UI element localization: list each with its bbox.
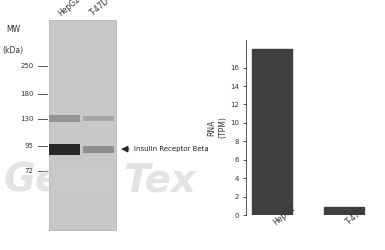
Text: 180: 180 [20,90,33,96]
Text: HepG2: HepG2 [57,0,82,18]
Text: 72: 72 [25,168,33,174]
Text: T-47D: T-47D [88,0,111,18]
Bar [83,116,114,121]
Bar [49,20,116,230]
Bar [49,144,80,155]
Bar [49,116,80,122]
Text: Insulin Receptor Beta: Insulin Receptor Beta [134,146,209,152]
Text: 250: 250 [20,63,33,69]
Text: (kDa): (kDa) [3,46,24,54]
Text: Tex: Tex [123,161,196,199]
Bar [324,207,364,215]
Text: 130: 130 [20,116,33,122]
Bar [252,49,292,215]
Bar [83,146,114,153]
Text: Gene: Gene [3,161,115,199]
Y-axis label: RNA
(TPM): RNA (TPM) [208,116,227,138]
Text: MW: MW [6,26,20,35]
Text: 95: 95 [25,143,33,149]
